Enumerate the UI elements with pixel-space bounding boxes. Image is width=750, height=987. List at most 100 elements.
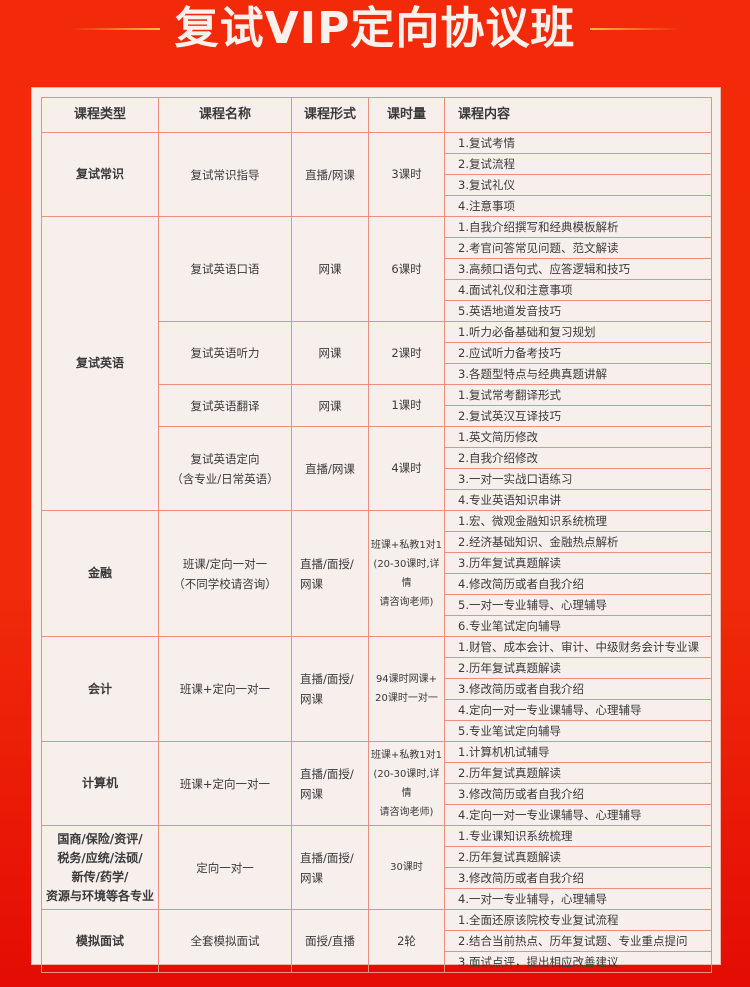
header-hours: 课时量: [368, 97, 445, 133]
course-content-item: 6.专业笔试定向辅导: [444, 615, 712, 637]
course-type: 国商/保险/资评/税务/应统/法硕/新传/药学/资源与环境等各专业: [41, 825, 159, 910]
course-type: 会计: [41, 636, 159, 742]
course-hours: 30课时: [368, 825, 445, 910]
course-hours-line: 94课时网课+: [375, 674, 438, 685]
course-type-line: 模拟面试: [75, 933, 124, 948]
course-content-item: 5.英语地道发音技巧: [444, 300, 712, 322]
course-hours: 2课时: [368, 321, 445, 385]
course-content-item: 1.全面还原该院校专业复试流程: [444, 909, 712, 931]
course-hours: 班课+私教1对1 (20-30课时,详情 请咨询老师): [368, 741, 445, 826]
course-hours-line: 请咨询老师): [379, 596, 434, 608]
course-content-item: 1.听力必备基础和复习规划: [444, 321, 712, 343]
course-hours-line: 4课时: [391, 461, 422, 475]
course-content-item: 2.考官问答常见问题、范文解读: [444, 237, 712, 259]
course-name: 班课/定向一对一 （不同学校请咨询）: [158, 510, 292, 637]
course-content-item: 1.复试常考翻译形式: [444, 384, 712, 406]
table-row: 金融 班课/定向一对一 （不同学校请咨询） 直播/面授/网课 班课+私教1对1 (20-3…: [41, 510, 712, 637]
course-type: 计算机: [41, 741, 159, 826]
course-content-item: 4.注意事项: [444, 195, 712, 217]
course-name: 复试英语听力: [158, 321, 292, 385]
course-type-line: 国商/保险/资评/: [57, 831, 143, 846]
course-format-line: 网课: [318, 262, 342, 276]
course-name: 定向一对一: [158, 825, 292, 910]
table-row: 国商/保险/资评/税务/应统/法硕/新传/药学/资源与环境等各专业 定向一对一 直播…: [41, 825, 712, 910]
course-hours: 1课时: [368, 384, 445, 427]
course-content-item: 4.修改简历或者自我介绍: [444, 573, 712, 595]
page-title: 复试VIP定向协议班: [174, 3, 576, 54]
course-format: 直播/网课: [291, 132, 369, 217]
course-format: 网课: [291, 216, 369, 322]
course-format-line: 网课: [300, 870, 323, 885]
course-hours-line: (20-30课时,详情: [373, 558, 440, 589]
course-name-line: 全套模拟面试: [190, 934, 260, 948]
table-row: 复试英语定向 （含专业/日常英语） 直播/网课 4课时 1.英文简历修改: [42, 426, 712, 511]
course-format: 网课: [291, 321, 369, 385]
course-content-item: 3.一对一实战口语练习: [444, 468, 712, 490]
course-type-line: 资源与环境等各专业: [45, 888, 154, 903]
course-hours-line: 6课时: [391, 261, 422, 276]
course-content-item: 2.复试流程: [444, 153, 712, 175]
course-hours-line: 2课时: [391, 345, 422, 360]
course-name: 班课+定向一对一: [158, 636, 292, 742]
course-format-line: 面授/直播: [305, 934, 355, 948]
course-hours-line: 请咨询老师): [379, 806, 434, 818]
course-format-line: 直播/网课: [305, 167, 355, 182]
table-row: 3.一对一实战口语练习: [42, 468, 712, 490]
course-table: 课程类型 课程名称 课程形式 课时量 课程内容 复试常识 复试常识指导 直播/网课 3…: [41, 97, 712, 973]
course-content-item: 5.专业笔试定向辅导: [444, 720, 712, 742]
table-row: 计算机 班课+定向一对一 直播/面授/网课 班课+私教1对1 (20-30课时,详情 请咨…: [41, 741, 712, 826]
table-row: 2.复试英汉互译技巧: [42, 405, 712, 427]
table-row: 4.修改简历或者自我介绍: [42, 573, 712, 595]
course-name-line: 复试英语定向: [190, 451, 260, 466]
course-content-item: 2.应试听力备考技巧: [444, 342, 712, 364]
table-row: 5.专业笔试定向辅导: [42, 720, 712, 742]
course-name: 复试英语口语: [158, 216, 292, 322]
course-content-item: 2.结合当前热点、历年复试题、专业重点提问: [444, 930, 712, 952]
course-name-line: 班课+定向一对一: [179, 682, 271, 696]
course-format: 直播/面授/网课: [291, 510, 369, 637]
table-row: 复试英语翻译 网课 1课时 1.复试常考翻译形式: [42, 384, 712, 427]
course-content-item: 3.各题型特点与经典真题讲解: [444, 363, 712, 385]
course-format-line: 直播/面授/: [300, 850, 354, 865]
table-header-row: 课程类型 课程名称 课程形式 课时量 课程内容: [41, 97, 712, 133]
course-hours-line: 班课+私教1对1: [370, 539, 443, 551]
course-hours: 6课时: [368, 216, 445, 322]
course-content-item: 1.复试考情: [444, 132, 712, 154]
course-content-item: 4.定向一对一专业课辅导、心理辅导: [444, 699, 712, 721]
course-name: 全套模拟面试: [158, 909, 292, 973]
course-name-line: 复试常识指导: [190, 167, 260, 182]
table-row: 4.定向一对一专业课辅导、心理辅导: [42, 699, 712, 721]
course-content-item: 3.面试点评，提出相应改善建议: [444, 951, 712, 973]
course-hours: 3课时: [368, 132, 445, 217]
course-format-line: 网课: [300, 786, 323, 801]
course-type: 复试常识: [41, 132, 159, 217]
table-row: 复试常识 复试常识指导 直播/网课 3课时 1.复试考情: [41, 132, 712, 217]
course-hours-line: 班课+私教1对1: [370, 749, 443, 761]
course-name: 班课+定向一对一: [158, 741, 292, 826]
course-content-item: 2.自我介绍修改: [444, 447, 712, 469]
table-row: 2.自我介绍修改: [42, 447, 712, 469]
table-row: 3.历年复试真题解读: [42, 552, 712, 574]
course-type-line: 计算机: [81, 776, 118, 790]
title-decoration-left: [70, 28, 160, 30]
course-name: 复试常识指导: [158, 132, 292, 217]
course-format-line: 网课: [318, 346, 342, 360]
course-format-line: 直播/面授/: [300, 766, 354, 781]
course-format: 直播/网课: [291, 426, 369, 511]
course-hours: 94课时网课+ 20课时一对一: [368, 636, 445, 742]
course-name-line: 班课+定向一对一: [179, 776, 271, 791]
course-content-item: 2.复试英汉互译技巧: [444, 405, 712, 427]
course-content-item: 4.一对一专业辅导，心理辅导: [444, 888, 712, 910]
table-row: 2.历年复试真题解读: [42, 657, 712, 679]
course-hours-line: 30课时: [390, 862, 423, 873]
table-row: 3.面试点评，提出相应改善建议: [42, 951, 712, 973]
course-content-item: 3.修改简历或者自我介绍: [444, 867, 712, 889]
course-content-item: 1.宏、微观金融知识系统梳理: [444, 510, 712, 532]
table-row: 4.一对一专业辅导，心理辅导: [42, 888, 712, 910]
course-format-line: 网课: [318, 398, 342, 413]
table-row: 3.修改简历或者自我介绍: [42, 783, 712, 805]
course-hours-line: 20课时一对一: [375, 693, 438, 704]
course-name: 复试英语翻译: [158, 384, 292, 427]
course-type: 复试英语: [41, 216, 159, 511]
course-format: 直播/面授/网课: [291, 741, 369, 826]
